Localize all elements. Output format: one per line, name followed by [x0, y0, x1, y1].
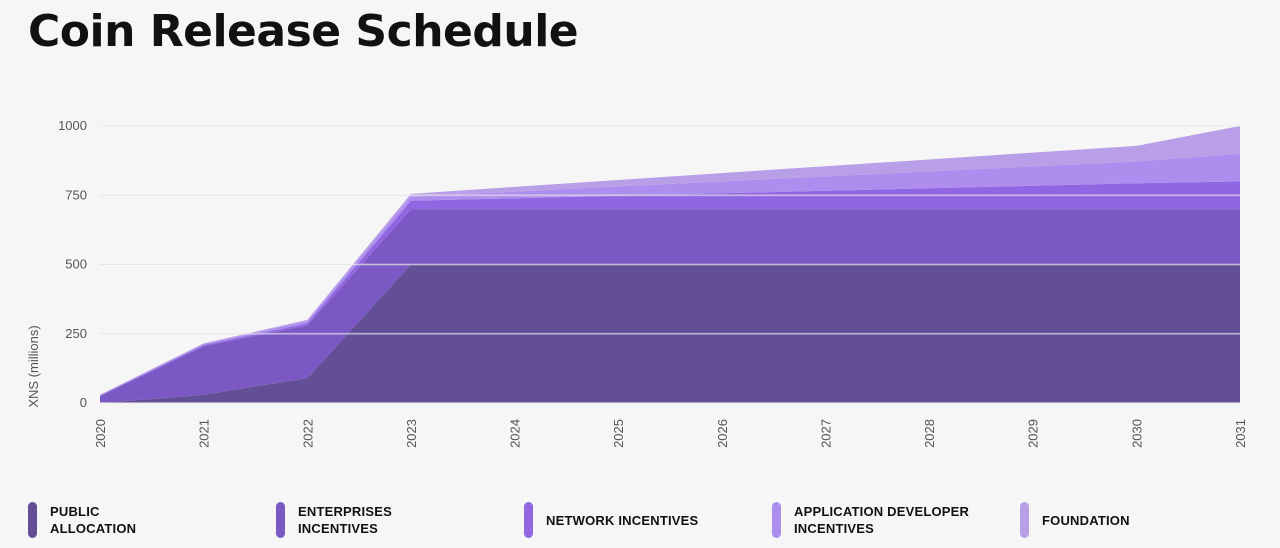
- x-tick-label: 2025: [611, 419, 626, 448]
- y-tick-label: 250: [65, 326, 87, 341]
- x-tick-label: 2031: [1233, 419, 1248, 448]
- legend-item-application-developer-incentives[interactable]: APPLICATION DEVELOPER INCENTIVES: [772, 500, 969, 540]
- legend-item-public-allocation[interactable]: PUBLIC ALLOCATION: [28, 500, 136, 540]
- legend-item-network-incentives[interactable]: NETWORK INCENTIVES: [524, 500, 698, 540]
- legend-swatch: [524, 502, 533, 538]
- legend-item-foundation[interactable]: FOUNDATION: [1020, 500, 1130, 540]
- area-series-network-incentives: [100, 181, 1240, 397]
- legend-swatch: [1020, 502, 1029, 538]
- y-tick-label: 1000: [58, 118, 87, 133]
- x-tick-label: 2024: [508, 419, 523, 448]
- legend-label: NETWORK INCENTIVES: [546, 512, 699, 528]
- legend-swatch: [28, 502, 37, 538]
- area-series-application-developer-incentives: [100, 153, 1240, 396]
- x-tick-label: 2026: [715, 419, 730, 448]
- area-series-enterprises-incentives: [100, 209, 1240, 403]
- y-tick-label: 0: [80, 395, 87, 410]
- legend-label: PUBLIC ALLOCATION: [50, 504, 137, 536]
- legend-swatch: [772, 502, 781, 538]
- legend-label: ENTERPRISES INCENTIVES: [298, 504, 392, 536]
- x-tick-label: 2023: [404, 419, 419, 448]
- x-tick-label: 2030: [1129, 419, 1144, 448]
- x-tick-label: 2028: [922, 419, 937, 448]
- x-tick-label: 2029: [1026, 419, 1041, 448]
- x-tick-label: 2022: [300, 419, 315, 448]
- x-tick-label: 2021: [197, 419, 212, 448]
- legend-label: FOUNDATION: [1042, 512, 1130, 528]
- legend-swatch: [276, 502, 285, 538]
- chart-legend: PUBLIC ALLOCATION ENTERPRISES INCENTIVES…: [28, 500, 1268, 540]
- y-axis-label: XNS (millions): [26, 325, 41, 407]
- y-tick-label: 500: [65, 257, 87, 272]
- legend-item-enterprises-incentives[interactable]: ENTERPRISES INCENTIVES: [276, 500, 392, 540]
- x-tick-label: 2027: [818, 419, 833, 448]
- x-tick-label: 2020: [93, 419, 108, 448]
- legend-label: APPLICATION DEVELOPER INCENTIVES: [794, 504, 970, 536]
- area-series-foundation: [100, 126, 1240, 395]
- y-tick-label: 750: [65, 187, 87, 202]
- page-title: Coin Release Schedule: [28, 6, 579, 57]
